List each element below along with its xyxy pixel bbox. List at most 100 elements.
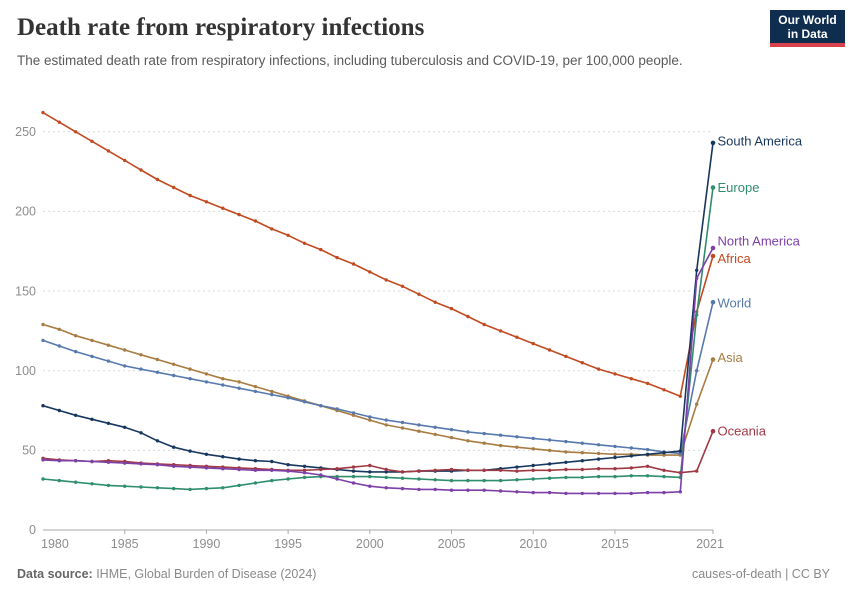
data-point[interactable] [466, 488, 470, 492]
data-point[interactable] [139, 485, 143, 489]
data-point[interactable] [596, 467, 601, 471]
series-line-north-america[interactable] [42, 247, 714, 495]
data-point[interactable] [204, 380, 209, 384]
data-point[interactable] [123, 425, 127, 429]
data-point[interactable] [57, 120, 61, 124]
data-point[interactable] [531, 490, 535, 495]
data-point[interactable] [547, 462, 552, 466]
data-point[interactable] [302, 468, 307, 472]
series-line-south-america[interactable] [42, 142, 714, 473]
data-point[interactable] [498, 443, 503, 448]
data-point[interactable] [449, 467, 454, 472]
data-point[interactable] [335, 467, 339, 471]
data-point[interactable] [335, 477, 339, 481]
data-point[interactable] [417, 429, 421, 433]
data-point[interactable] [155, 463, 160, 467]
data-point[interactable] [547, 438, 552, 442]
data-point[interactable] [695, 313, 699, 317]
data-point[interactable] [498, 433, 503, 437]
data-point[interactable] [286, 477, 290, 481]
data-point[interactable] [482, 441, 486, 445]
data-point[interactable] [662, 490, 666, 495]
data-point[interactable] [384, 475, 388, 480]
data-point[interactable] [449, 427, 454, 432]
data-point[interactable] [106, 460, 111, 464]
data-point[interactable] [433, 432, 437, 437]
data-point[interactable] [596, 367, 601, 371]
data-point[interactable] [580, 451, 584, 455]
data-point[interactable] [270, 468, 274, 472]
data-point[interactable] [188, 193, 192, 198]
data-point[interactable] [253, 389, 258, 394]
data-point[interactable] [580, 459, 584, 463]
data-point[interactable] [710, 253, 716, 259]
data-point[interactable] [710, 357, 716, 362]
series-label-south-america[interactable]: South America [718, 133, 803, 148]
data-point[interactable] [449, 306, 454, 311]
data-point[interactable] [41, 458, 45, 462]
data-point[interactable] [123, 158, 127, 163]
data-point[interactable] [319, 473, 323, 477]
data-point[interactable] [270, 459, 274, 464]
data-point[interactable] [498, 468, 503, 472]
data-point[interactable] [662, 468, 666, 472]
data-point[interactable] [204, 372, 209, 376]
data-point[interactable] [498, 489, 503, 493]
data-point[interactable] [368, 415, 372, 419]
data-point[interactable] [449, 478, 454, 483]
data-point[interactable] [253, 384, 258, 389]
data-point[interactable] [123, 364, 127, 368]
data-point[interactable] [221, 206, 225, 210]
data-point[interactable] [351, 262, 356, 266]
data-point[interactable] [57, 459, 61, 463]
data-point[interactable] [188, 377, 192, 381]
data-point[interactable] [139, 168, 143, 172]
data-point[interactable] [531, 447, 535, 451]
data-point[interactable] [41, 404, 45, 408]
data-point[interactable] [237, 212, 241, 217]
data-point[interactable] [400, 476, 405, 480]
data-point[interactable] [253, 219, 258, 223]
data-point[interactable] [368, 418, 372, 422]
data-point[interactable] [400, 420, 405, 425]
data-point[interactable] [74, 349, 78, 354]
data-point[interactable] [74, 130, 78, 134]
data-point[interactable] [319, 404, 323, 408]
data-point[interactable] [433, 425, 437, 429]
series-north-america[interactable]: North America [41, 234, 801, 496]
data-point[interactable] [57, 327, 61, 331]
data-point[interactable] [106, 343, 111, 347]
data-point[interactable] [351, 474, 356, 479]
data-point[interactable] [515, 469, 519, 473]
data-point[interactable] [253, 481, 258, 485]
data-point[interactable] [155, 177, 160, 182]
data-point[interactable] [351, 481, 356, 485]
data-point[interactable] [139, 367, 143, 371]
data-point[interactable] [482, 468, 486, 472]
data-point[interactable] [384, 418, 388, 422]
data-point[interactable] [695, 402, 699, 406]
data-point[interactable] [482, 322, 486, 327]
data-point[interactable] [596, 491, 601, 496]
data-point[interactable] [384, 423, 388, 427]
data-point[interactable] [645, 464, 650, 468]
data-point[interactable] [629, 466, 633, 470]
data-point[interactable] [188, 367, 192, 371]
data-point[interactable] [368, 474, 372, 479]
data-point[interactable] [580, 361, 584, 365]
data-point[interactable] [123, 348, 127, 352]
data-point[interactable] [710, 245, 716, 251]
data-point[interactable] [547, 448, 552, 453]
data-point[interactable] [188, 487, 192, 492]
data-point[interactable] [531, 463, 535, 468]
data-point[interactable] [710, 185, 716, 190]
series-line-asia[interactable] [42, 323, 714, 456]
data-point[interactable] [564, 475, 568, 480]
data-point[interactable] [695, 276, 699, 280]
data-point[interactable] [270, 478, 274, 483]
data-point[interactable] [253, 468, 258, 472]
data-point[interactable] [580, 475, 584, 480]
data-point[interactable] [368, 463, 372, 468]
data-point[interactable] [90, 338, 94, 343]
data-point[interactable] [286, 233, 290, 237]
